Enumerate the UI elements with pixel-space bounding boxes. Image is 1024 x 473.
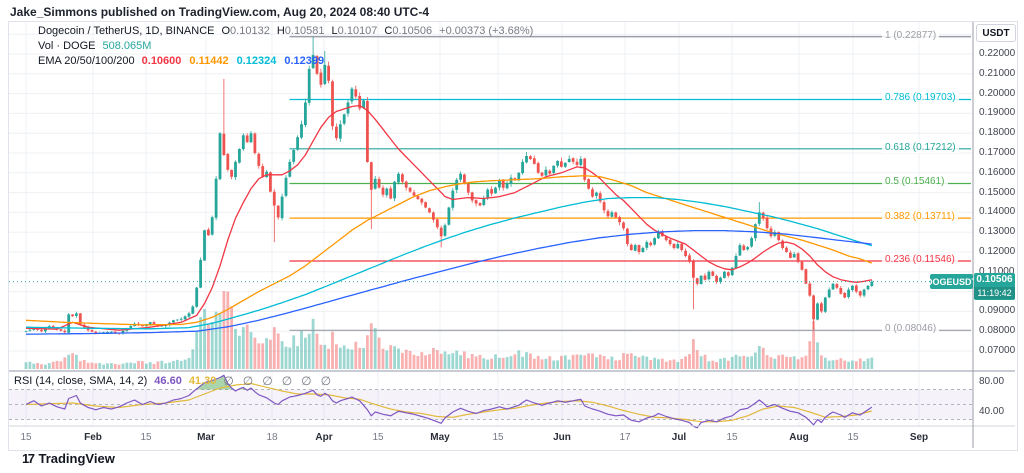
price-tick: 0.21000: [979, 67, 1016, 79]
rsi-legend: RSI (14, close, SMA, 14, 2) 46.60 41.30 ∅…: [14, 374, 331, 388]
price-tick: 0.13000: [979, 226, 1016, 238]
ema-value: 0.12399: [284, 55, 325, 67]
fib-label: 0.5 (0.15461): [882, 176, 948, 188]
date-tick: May: [430, 432, 450, 443]
rsi-values: 46.60 41.30: [154, 375, 216, 387]
current-price-value: 0.10506: [976, 274, 1013, 285]
date-tick: Apr: [315, 432, 333, 443]
price-tick: 0.11000: [979, 265, 1015, 277]
currency-toggle[interactable]: USDT: [976, 24, 1016, 42]
date-tick: Jul: [671, 432, 687, 443]
date-tick: 17: [619, 432, 631, 443]
tradingview-logo-text: TradingView: [38, 451, 115, 466]
attribution-text: Jake_Simmons published on TradingView.co…: [10, 5, 430, 19]
price-tick: 0.15000: [979, 186, 1016, 198]
price-chart-canvas[interactable]: [9, 22, 1015, 448]
price-tick: 0.12000: [979, 246, 1016, 257]
ohlc-item: L0.10107: [331, 25, 378, 37]
fib-label: 0.382 (0.13711): [882, 211, 958, 223]
price-tick: 0.14000: [979, 206, 1016, 218]
ema-value: 0.11442: [189, 55, 229, 67]
date-tick: 15: [726, 432, 738, 443]
ema-values: 0.10600 0.11442 0.12324 0.12399: [142, 54, 324, 69]
empty-value-icon: ∅: [301, 374, 312, 388]
rsi-tick: 80.00: [979, 376, 1005, 387]
fib-label: 0.786 (0.19703): [882, 92, 959, 104]
bar-countdown: 11:19:42: [974, 287, 1015, 299]
date-tick: Feb: [84, 432, 102, 443]
date-tick: Mar: [197, 432, 215, 443]
empty-value-icon: ∅: [223, 374, 234, 388]
chart-widget: Dogecoin / TetherUS, 1D, BINANCE O0.1013…: [8, 21, 1018, 451]
empty-value-icon: ∅: [262, 374, 273, 388]
change-value: +0.00373 (+3.68%): [439, 25, 534, 37]
date-tick: Sep: [909, 432, 929, 443]
ohlc-item: H0.10581: [276, 25, 325, 37]
ema-value: 0.12324: [236, 55, 277, 67]
rsi-indicator-title[interactable]: RSI (14, close, SMA, 14, 2): [14, 375, 148, 387]
price-tick: 0.20000: [979, 87, 1016, 99]
date-tick: 18: [266, 432, 278, 443]
price-tick: 0.16000: [979, 166, 1016, 178]
price-tick: 0.09000: [979, 305, 1016, 317]
tradingview-mark-icon: 17: [22, 451, 35, 466]
date-tick: Jun: [553, 432, 571, 443]
date-tick: 15: [20, 432, 32, 443]
empty-value-icon: ∅: [242, 374, 254, 388]
date-tick: Aug: [789, 432, 809, 443]
date-tick: 15: [140, 432, 152, 443]
price-tick: 0.07000: [979, 345, 1016, 356]
rsi-value: 46.60: [154, 375, 182, 387]
rsi-value: 41.30: [188, 375, 217, 387]
rsi-tick: 40.00: [979, 406, 1005, 417]
fib-label: 0.618 (0.17212): [882, 141, 959, 153]
fib-label: 0 (0.08046): [882, 323, 940, 335]
ohlc-values: O0.10132 H0.10581 L0.10107 C0.10506: [221, 24, 432, 39]
empty-value-icon: ∅: [281, 374, 293, 388]
current-price-symbol-flag: DOGEUSDT: [926, 274, 977, 289]
tradingview-logo[interactable]: 17 TradingView: [22, 451, 115, 466]
ema-value: 0.10600: [141, 55, 182, 67]
empty-value-icon: ∅: [320, 374, 332, 388]
date-tick: 15: [492, 432, 504, 443]
price-tick: 0.18000: [979, 127, 1016, 139]
ohlc-item: C0.10506: [384, 25, 433, 37]
volume-value: 508.065M: [102, 40, 152, 52]
symbol-title[interactable]: Dogecoin / TetherUS, 1D, BINANCE: [38, 25, 215, 37]
date-tick: 15: [847, 432, 859, 443]
ema-indicator-title[interactable]: EMA 20/50/100/200: [38, 55, 135, 67]
ohlc-item: O0.10132: [221, 25, 270, 37]
price-tick: 0.22000: [979, 48, 1016, 59]
rsi-empty-values: ∅ ∅ ∅ ∅ ∅ ∅: [223, 374, 331, 388]
fib-label: 0.236 (0.11546): [882, 253, 958, 265]
price-tick: 0.17000: [979, 147, 1016, 158]
chart-legend: Dogecoin / TetherUS, 1D, BINANCE O0.1013…: [38, 24, 533, 69]
current-price-badge: 0.10506 11:19:42: [974, 273, 1015, 300]
date-tick: 15: [372, 432, 384, 443]
volume-indicator-title[interactable]: Vol · DOGE: [38, 40, 96, 52]
price-tick: 0.19000: [979, 107, 1016, 119]
price-tick: 0.08000: [979, 325, 1016, 337]
fib-label: 1 (0.22877): [882, 29, 940, 41]
